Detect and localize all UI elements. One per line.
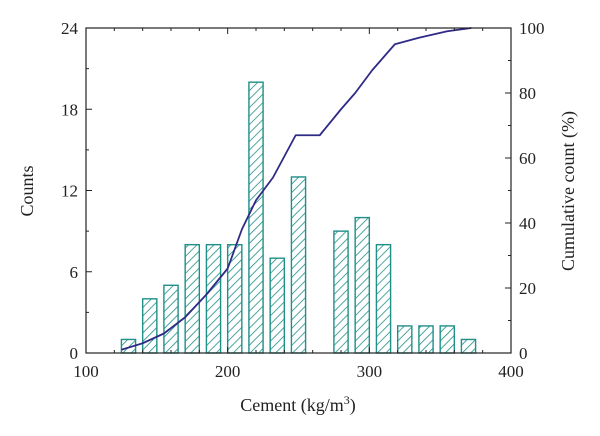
x-tick-label: 400 xyxy=(498,362,524,381)
cumulative-line-group xyxy=(121,27,472,351)
y2-tick-label: 60 xyxy=(519,149,536,168)
histogram-bar xyxy=(141,298,158,354)
y2-ticks-group: 0 20 40 60 80 100 xyxy=(505,19,545,363)
x-tick-label: 200 xyxy=(215,362,241,381)
y2-tick-label: 0 xyxy=(519,344,528,363)
histogram-bar xyxy=(354,216,371,354)
x-tick-label: 300 xyxy=(357,362,383,381)
histogram-bar xyxy=(418,325,434,354)
histogram-bar xyxy=(439,325,456,354)
x-axis-title-close: ) xyxy=(350,395,356,416)
x-axis-title: Cement (kg/m3) xyxy=(240,393,355,416)
x-tick-label: 100 xyxy=(73,362,99,381)
bars-group xyxy=(120,81,477,354)
y-tick-label: 6 xyxy=(70,263,79,282)
y-tick-label: 0 xyxy=(70,344,79,363)
histogram-bar xyxy=(205,243,222,354)
y2-axis-title: Cumulative count (%) xyxy=(558,111,579,271)
x-axis-title-main: Cement (kg/m xyxy=(240,395,343,416)
y-ticks-group: 0 6 12 18 24 xyxy=(61,19,92,363)
y2-tick-label: 100 xyxy=(519,19,545,38)
x-ticks-group: 100 200 300 400 xyxy=(73,28,524,381)
x-axis-title-superscript: 3 xyxy=(344,393,350,407)
histogram-bar xyxy=(290,176,307,354)
y-axis-title: Counts xyxy=(17,165,37,216)
histogram-bar xyxy=(333,230,349,354)
histogram-bar xyxy=(375,243,392,354)
histogram-bar xyxy=(248,81,264,354)
y2-tick-label: 40 xyxy=(519,214,536,233)
y-tick-label: 18 xyxy=(61,100,78,119)
cumulative-line xyxy=(121,27,472,351)
histogram-bar xyxy=(460,338,477,354)
histogram-bar xyxy=(269,257,286,354)
y2-tick-label: 80 xyxy=(519,84,536,103)
y-tick-label: 24 xyxy=(61,19,79,38)
histogram-bar xyxy=(396,325,413,354)
y2-tick-label: 20 xyxy=(519,279,536,298)
y-tick-label: 12 xyxy=(61,182,78,201)
histogram-bar xyxy=(184,243,201,354)
histogram-bar xyxy=(163,284,179,354)
